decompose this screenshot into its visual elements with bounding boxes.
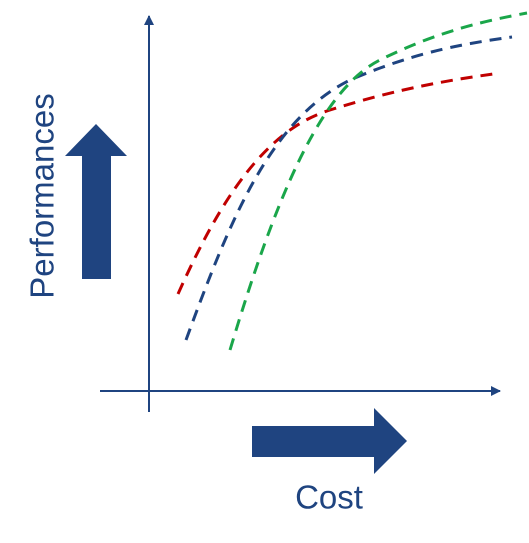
cost-right-arrow	[252, 408, 407, 474]
x-axis-label: Cost	[295, 479, 363, 516]
curve-green	[228, 11, 528, 351]
performance-up-arrow	[65, 124, 127, 279]
y-axis-label: Performances	[24, 93, 61, 298]
curve-blue	[184, 35, 513, 341]
curve-red	[176, 71, 501, 295]
